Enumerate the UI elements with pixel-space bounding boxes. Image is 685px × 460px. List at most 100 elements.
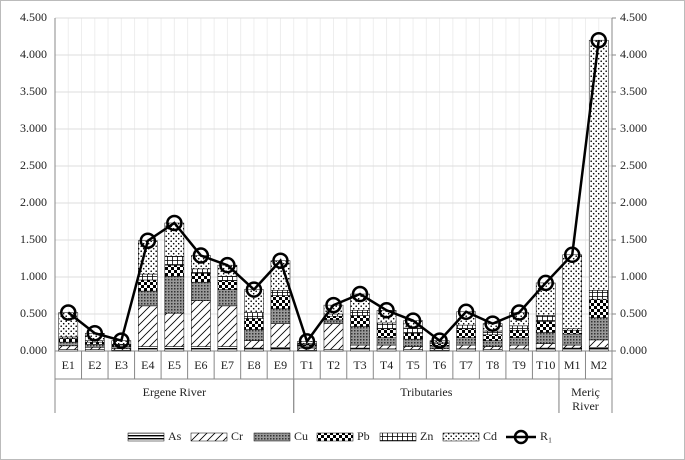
x-tick-label: T2: [327, 358, 340, 372]
bar-segment: [58, 345, 79, 350]
bar-segment: [58, 338, 79, 343]
bar-segment: [350, 326, 370, 346]
bar-segment: [323, 319, 344, 324]
bar-segment: [217, 346, 238, 352]
line-marker: [113, 332, 130, 349]
bar-segment: [456, 344, 476, 350]
bar-segment: [403, 338, 423, 347]
bar-segment: [138, 279, 158, 292]
legend-swatch: [190, 432, 228, 442]
bar-segment: [244, 340, 264, 349]
bar-segment: [164, 276, 185, 314]
bar-segment: [191, 300, 211, 347]
bar-segment: [403, 346, 423, 350]
y2-tick-label: 2.000: [620, 195, 647, 209]
bar-segment: [562, 333, 583, 346]
bar-segment: [535, 315, 556, 322]
x-tick-label: E1: [62, 358, 75, 372]
line-marker: [563, 246, 581, 264]
x-tick-label: E4: [141, 358, 154, 372]
y-tick-label: 4.000: [20, 47, 47, 61]
x-tick-label: E8: [247, 358, 260, 372]
group-label: Ergene River: [142, 385, 207, 399]
bar-segment: [350, 310, 370, 316]
bar-segment: [58, 341, 79, 347]
bar-segment: [323, 315, 344, 321]
y-tick-label: 1.500: [20, 232, 47, 246]
x-tick-label: M2: [590, 358, 607, 372]
legend-swatch: [442, 432, 480, 442]
bar-segment: [456, 348, 476, 352]
legend-label: Cr: [231, 429, 243, 443]
legend-swatch: [127, 432, 165, 442]
bar-segment: [535, 347, 556, 352]
bar-segment: [456, 324, 476, 330]
bar-segment: [562, 344, 583, 349]
bar-segment: [482, 346, 503, 350]
line-marker: [86, 324, 104, 342]
bar-segment: [270, 323, 291, 348]
x-tick-label: M1: [564, 358, 581, 372]
legend-label: R₁: [540, 429, 552, 443]
bar-segment: [588, 317, 609, 341]
y2-tick-label: 1.000: [620, 269, 647, 283]
line-marker: [431, 332, 448, 349]
y-tick-label: 2.500: [20, 158, 47, 172]
line-marker: [245, 281, 263, 298]
x-tick-label: T10: [536, 358, 555, 372]
bar-segment: [84, 344, 105, 348]
line-marker: [590, 31, 607, 49]
bar-segment: [350, 347, 370, 352]
bar-segment: [244, 347, 264, 352]
bar-segment: [217, 280, 238, 290]
x-tick-label: E3: [115, 358, 128, 372]
y-tick-label: 0.500: [20, 306, 47, 320]
bar-segment: [164, 264, 185, 277]
bar-segment: [535, 343, 556, 349]
x-tick-label: E9: [274, 358, 287, 372]
bar-segment: [509, 344, 529, 350]
bar-segment: [191, 281, 211, 301]
x-tick-label: T1: [300, 358, 313, 372]
bar-segment: [403, 332, 423, 340]
bar-segment: [588, 347, 609, 352]
bar-segment: [562, 330, 583, 335]
x-tick-label: T3: [353, 358, 366, 372]
bar-segment: [164, 346, 185, 352]
bar-segment: [376, 348, 397, 352]
line-marker: [166, 214, 183, 232]
bar-segment: [350, 315, 370, 327]
bar-segment: [138, 273, 158, 281]
y2-tick-label: 0.000: [620, 343, 647, 357]
bar-segment: [217, 305, 238, 347]
bar-segment: [482, 334, 503, 341]
x-tick-label: T4: [380, 358, 393, 372]
bar-segment: [588, 290, 609, 300]
bar-segment: [138, 305, 158, 347]
bar-segment: [138, 346, 158, 352]
bar-segment: [562, 347, 583, 352]
line-marker: [351, 285, 369, 303]
legend-swatch: [316, 432, 354, 442]
y-tick-label: 0.000: [20, 343, 47, 357]
bar-segment: [84, 347, 105, 350]
bar-segment: [270, 347, 291, 352]
bar-segment: [588, 298, 609, 318]
line-marker: [60, 304, 77, 321]
bar-segment: [456, 337, 476, 346]
x-tick-label: T7: [459, 358, 472, 372]
line-marker: [298, 333, 316, 350]
bar-segment: [191, 268, 211, 274]
line-marker: [457, 303, 475, 321]
bar-segment: [482, 340, 503, 347]
bar-segment: [164, 313, 185, 347]
bar-segment: [138, 290, 158, 307]
bar-segment: [350, 344, 370, 349]
line-marker: [139, 232, 157, 249]
line-marker: [404, 312, 422, 329]
y-tick-label: 3.000: [20, 121, 47, 135]
bar-segment: [509, 337, 529, 346]
y2-tick-label: 1.500: [620, 232, 647, 246]
